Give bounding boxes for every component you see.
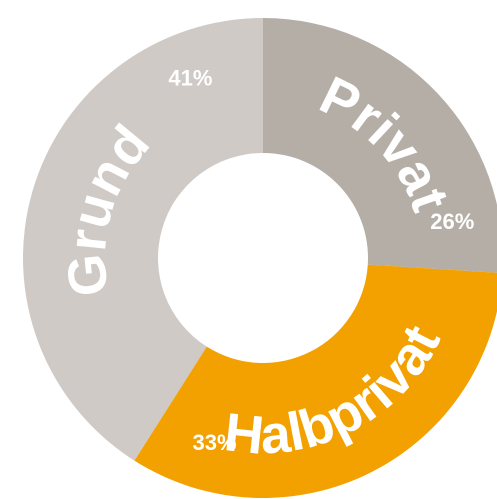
donut-segment: [134, 264, 497, 498]
donut-segment: [23, 18, 264, 461]
value-label: 41%: [168, 66, 212, 91]
value-label: 26%: [430, 209, 474, 234]
value-label: 33%: [193, 430, 237, 455]
donut-segment: [263, 18, 497, 273]
